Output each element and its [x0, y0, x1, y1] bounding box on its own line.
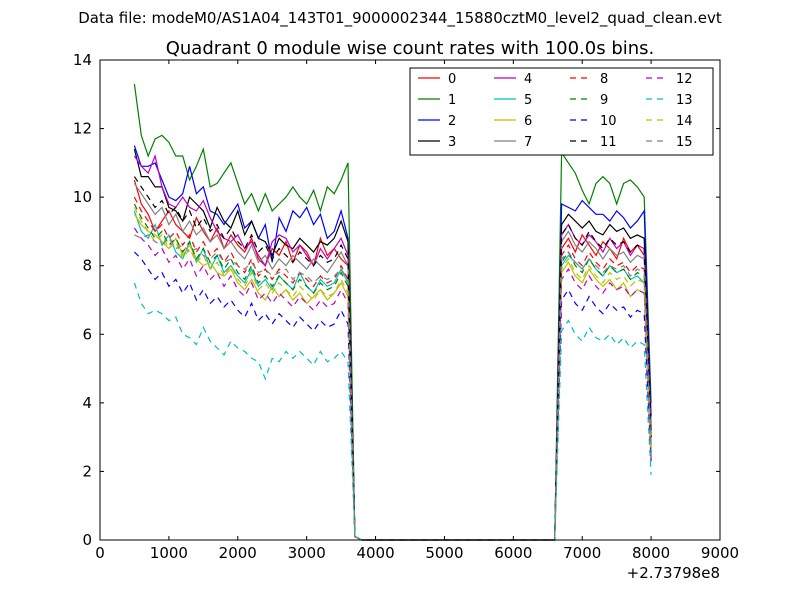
chart-title: Quadrant 0 module wise count rates with …: [166, 38, 655, 59]
x-offset-label: +2.73798e8: [627, 564, 720, 582]
file-title: Data file: modeM0/AS1A04_143T01_90000023…: [78, 9, 722, 28]
legend-label-12: 12: [676, 72, 693, 87]
legend-label-8: 8: [600, 72, 608, 87]
y-tick-label: 6: [82, 325, 92, 343]
y-tick-label: 4: [82, 394, 92, 412]
y-tick-label: 12: [73, 120, 92, 138]
legend-label-4: 4: [524, 72, 532, 87]
y-tick-label: 0: [82, 531, 92, 549]
x-tick-label: 7000: [563, 544, 601, 562]
x-tick-label: 4000: [356, 544, 394, 562]
legend-label-2: 2: [448, 114, 456, 129]
x-tick-label: 9000: [701, 544, 739, 562]
legend-label-6: 6: [524, 114, 532, 129]
axes-group: 0 1000 2000 3000 4000 5000 6000 7000 8000 9000 0 2 4…: [73, 51, 739, 562]
legend-label-15: 15: [676, 135, 693, 150]
legend-label-11: 11: [600, 135, 617, 150]
y-tick-label: 2: [82, 462, 92, 480]
x-tick-label: 6000: [494, 544, 532, 562]
x-tick-label: 3000: [288, 544, 326, 562]
y-tick-label: 10: [73, 188, 92, 206]
x-tick-label: 2000: [219, 544, 257, 562]
legend-label-14: 14: [676, 114, 693, 129]
legend-label-1: 1: [448, 93, 456, 108]
legend-label-10: 10: [600, 114, 617, 129]
legend-label-13: 13: [676, 93, 693, 108]
y-tick-label: 8: [82, 257, 92, 275]
legend-label-7: 7: [524, 135, 532, 150]
legend-label-5: 5: [524, 93, 532, 108]
x-tick-label: 8000: [632, 544, 670, 562]
legend-label-9: 9: [600, 93, 608, 108]
series-line-15: [134, 234, 652, 541]
series-line-9: [133, 203, 652, 541]
x-tick-label: 5000: [425, 544, 463, 562]
x-tick-label: 1000: [150, 544, 188, 562]
x-tick-label: 0: [95, 544, 105, 562]
legend-label-3: 3: [448, 135, 456, 150]
y-tick-label: 14: [73, 51, 92, 69]
plot-frame: [99, 59, 721, 541]
legend-label-0: 0: [448, 72, 456, 87]
